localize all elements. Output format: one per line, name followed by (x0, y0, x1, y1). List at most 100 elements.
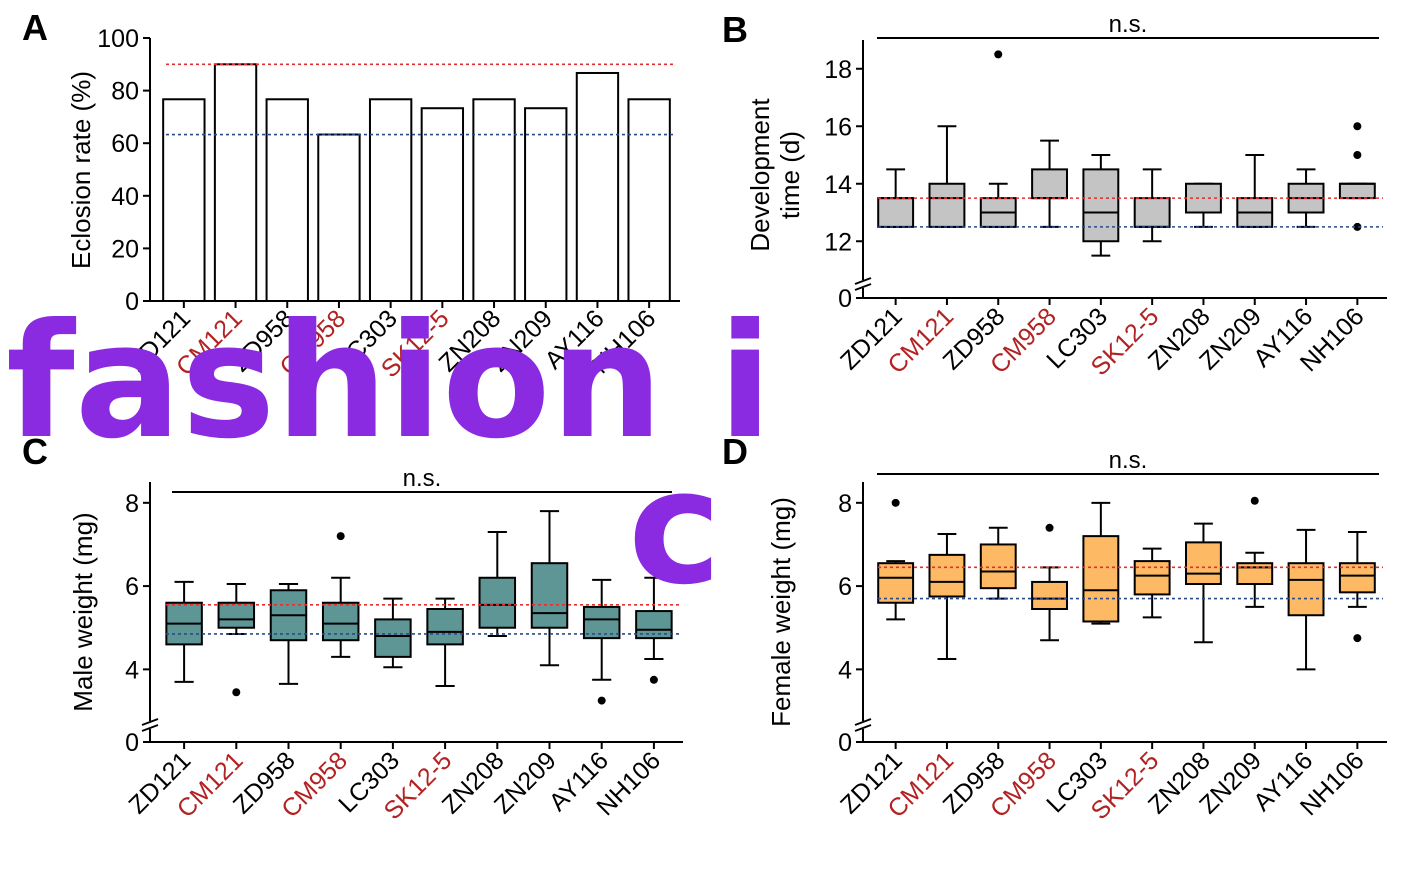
box-lc303 (374, 597, 412, 669)
box (979, 543, 1017, 590)
y-axis-label-line: time (d) (775, 131, 805, 219)
outlier-point (1250, 496, 1259, 505)
y-axis-label: Female weight (mg) (766, 497, 796, 727)
box (1082, 168, 1120, 243)
outlier-point (1353, 122, 1362, 131)
panel-letter: B (722, 9, 748, 50)
outlier-point (994, 50, 1003, 59)
box-cm958 (1031, 139, 1068, 228)
box-sk12-5 (426, 597, 464, 688)
watermark-text: c (628, 436, 722, 620)
y-tick-label: 60 (111, 130, 139, 158)
y-axis-label-line: Development (745, 98, 775, 252)
panel-letter: C (22, 431, 48, 472)
axis-break-mark (854, 283, 872, 291)
outlier-point (1353, 151, 1362, 159)
outlier-point (232, 688, 241, 697)
bar (317, 133, 361, 302)
box-zd121 (877, 498, 915, 621)
axis-break-mark (854, 724, 872, 732)
box (1185, 541, 1222, 586)
y-tick-label: 40 (111, 183, 139, 211)
outlier-point (336, 532, 345, 541)
box-cm121 (928, 125, 966, 228)
y-tick-label: 18 (824, 56, 852, 84)
y-tick-label: 0 (125, 729, 139, 757)
box (478, 576, 517, 629)
y-tick-label: 80 (111, 78, 139, 106)
outlier-point (649, 675, 658, 684)
box-zn208 (1185, 522, 1222, 644)
box (374, 618, 412, 658)
outlier-point (1045, 523, 1054, 532)
box-zn209 (530, 510, 569, 667)
box (928, 553, 966, 598)
box-cm121 (928, 533, 966, 660)
y-axis-label: Male weight (mg) (68, 512, 98, 711)
box (217, 601, 256, 629)
box-zd121 (877, 168, 915, 228)
box-sk12-5 (1133, 547, 1171, 619)
bar (627, 98, 671, 302)
y-tick-label: 0 (838, 729, 852, 757)
box-nh106 (1338, 530, 1376, 643)
y-axis-label: Eclosion rate (%) (66, 71, 96, 269)
bar (472, 98, 516, 302)
y-tick-label: 100 (97, 25, 139, 53)
box (1031, 168, 1068, 200)
box-sk12-5 (1133, 168, 1171, 243)
axis-break-mark (854, 718, 872, 726)
significance-label: n.s. (1109, 447, 1148, 474)
bar (368, 98, 413, 302)
y-tick-label: 20 (111, 235, 139, 263)
y-tick-label: 12 (824, 228, 852, 256)
bar (420, 107, 465, 303)
box (530, 562, 569, 629)
axis-break-mark (141, 724, 159, 732)
axis-break-mark (854, 277, 872, 285)
significance-label: n.s. (1109, 11, 1148, 38)
outlier-point (1353, 634, 1362, 643)
y-tick-label: 0 (838, 285, 852, 313)
panel-letter: A (22, 7, 48, 48)
y-tick-label: 4 (125, 656, 139, 684)
box (1287, 562, 1325, 617)
bar (265, 98, 309, 302)
box (1236, 562, 1274, 586)
significance-label: n.s. (403, 465, 442, 492)
y-tick-label: 0 (125, 288, 139, 316)
box-cm958 (1031, 523, 1068, 642)
watermark-text: fashion i (6, 290, 772, 474)
box (426, 607, 464, 646)
box (1031, 580, 1068, 610)
box-ay116 (1287, 528, 1325, 671)
y-tick-label: 16 (824, 113, 852, 141)
bar (213, 63, 258, 302)
box-zd958 (979, 526, 1017, 600)
box (877, 562, 915, 604)
y-tick-label: 14 (824, 171, 852, 199)
box (928, 182, 966, 228)
bar (162, 98, 206, 302)
box (1338, 182, 1376, 200)
box (1082, 535, 1120, 623)
outlier-point (597, 696, 606, 705)
y-tick-label: 8 (838, 490, 852, 518)
y-tick-label: 4 (838, 656, 852, 684)
box-zn209 (1236, 154, 1274, 228)
box-zd958 (269, 583, 308, 685)
box (1338, 562, 1376, 594)
box (1133, 197, 1171, 228)
box-lc303 (1082, 501, 1120, 625)
bar (575, 71, 620, 302)
y-tick-label: 6 (125, 573, 139, 601)
y-tick-label: 6 (838, 573, 852, 601)
box-zn209 (1236, 496, 1274, 608)
box (1133, 560, 1171, 596)
box-cm121 (217, 583, 256, 697)
watermark: fashion ic (6, 290, 772, 620)
box-ay116 (582, 578, 621, 705)
bar (524, 107, 568, 303)
